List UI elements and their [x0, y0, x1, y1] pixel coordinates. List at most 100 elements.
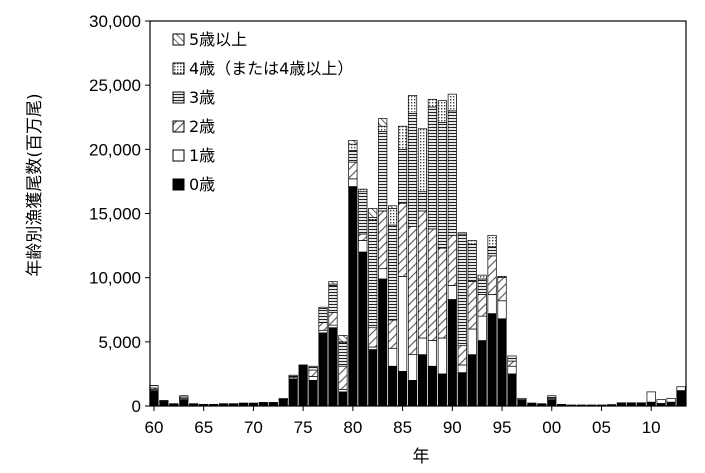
bar-segment	[398, 371, 408, 407]
plot-frame	[149, 20, 687, 407]
bar-segment	[407, 95, 418, 114]
bar-segment	[378, 210, 388, 270]
bar-segment	[557, 403, 567, 406]
bar-segment	[368, 217, 378, 221]
y-tick-label: 10,000	[89, 269, 141, 288]
bar-segment	[507, 355, 517, 362]
bar-segment	[368, 219, 378, 329]
bar-segment	[666, 397, 676, 403]
bar-segment	[467, 328, 477, 356]
bar-segment	[457, 372, 467, 407]
bar-segment	[308, 365, 318, 371]
bar-segment	[437, 247, 447, 339]
y-tick-label: 20,000	[89, 140, 141, 159]
bar-segment	[427, 228, 437, 341]
bar-segment	[447, 299, 457, 407]
bar-segment	[497, 276, 507, 279]
bar-segment	[368, 346, 378, 350]
bar-segment	[457, 364, 467, 373]
bar-segment	[457, 233, 467, 347]
x-tick-label: 65	[194, 418, 213, 437]
bar-segment	[467, 354, 477, 407]
bar-segment	[417, 128, 428, 193]
bar-segment	[398, 202, 408, 277]
bar-segment	[179, 395, 189, 398]
legend-label: 2歳	[189, 117, 215, 136]
bar-segment	[288, 374, 298, 377]
bar-segment	[348, 178, 358, 187]
bar-segment	[477, 278, 487, 295]
bar-segment	[378, 131, 388, 212]
x-tick-label: 10	[642, 418, 661, 437]
bar-segment	[427, 98, 437, 108]
legend-label: 5歳以上	[189, 30, 247, 49]
bar-segment	[447, 93, 457, 112]
y-tick-label: 30,000	[89, 12, 141, 31]
bar-segment	[288, 378, 298, 407]
bar-segment	[308, 376, 318, 381]
x-axis-ticks: 60 65 70 75 80 85 90 95 00 05 10	[145, 406, 661, 437]
bar-segment	[487, 294, 497, 314]
bar-segment	[348, 140, 358, 145]
bar-segment	[398, 148, 408, 204]
bar-segment	[388, 347, 398, 367]
legend-swatch	[172, 33, 185, 46]
legend-swatch	[172, 62, 185, 75]
bar-segment	[358, 251, 368, 407]
bar-segment	[358, 240, 368, 253]
y-axis-title: 年齢別漁獲尾数(百万尾)	[25, 93, 45, 276]
bar-segment	[567, 404, 577, 406]
bar-segment	[378, 125, 388, 132]
bar-segment	[388, 208, 398, 226]
bar-segment	[437, 337, 447, 375]
bar-segment	[547, 395, 557, 399]
bar-segment	[348, 150, 358, 163]
bar-segment	[407, 113, 418, 227]
legend: 5歳以上 4歳（または4歳以上） 3歳 2歳 1歳 0歳	[172, 30, 353, 194]
bar-segment	[328, 281, 338, 285]
x-tick-label: 00	[542, 418, 561, 437]
bar-segment	[487, 234, 497, 248]
bar-segment	[656, 399, 666, 404]
bar-segment	[407, 354, 418, 381]
x-axis-title: 年	[413, 447, 430, 467]
bar-segment	[318, 322, 328, 331]
bar-segment	[398, 276, 408, 372]
y-tick-label: 15,000	[89, 205, 141, 224]
bar-segment	[477, 340, 487, 407]
bar-segment	[388, 365, 398, 407]
bar-segment	[338, 388, 348, 393]
bar-segment	[358, 233, 368, 241]
legend-label: 0歳	[189, 175, 215, 194]
bar-segment	[378, 118, 388, 127]
bar-segment	[527, 402, 537, 404]
bar-segment	[358, 188, 368, 193]
bar-segment	[616, 402, 626, 404]
bar-segment	[417, 210, 428, 339]
bar-segment	[427, 340, 437, 367]
bar-segment	[388, 224, 398, 321]
bar-segment	[427, 106, 437, 230]
bar-segment	[596, 404, 607, 406]
bar-segment	[308, 369, 318, 377]
bar-segment	[626, 402, 636, 404]
bar-segment	[368, 349, 378, 407]
bar-segment	[517, 399, 527, 407]
bar-segment	[517, 397, 527, 400]
legend-swatch	[172, 91, 185, 104]
bar-segment	[228, 403, 239, 405]
y-tick-label: 0	[132, 397, 141, 416]
bar-segment	[497, 277, 507, 302]
bar-segment	[149, 385, 159, 389]
bar-segment	[447, 110, 457, 236]
legend-label: 1歳	[189, 146, 215, 165]
bar-segment	[338, 335, 348, 343]
bar-segment	[298, 364, 308, 407]
bar-segment	[328, 324, 338, 329]
bar-segment	[338, 391, 348, 407]
bar-segment	[328, 327, 338, 407]
bar-segment	[477, 294, 487, 317]
bar-segment	[318, 306, 328, 309]
y-axis-ticks: 0 5,000 10,000 15,000 20,000 25,000 30,000	[89, 12, 150, 416]
